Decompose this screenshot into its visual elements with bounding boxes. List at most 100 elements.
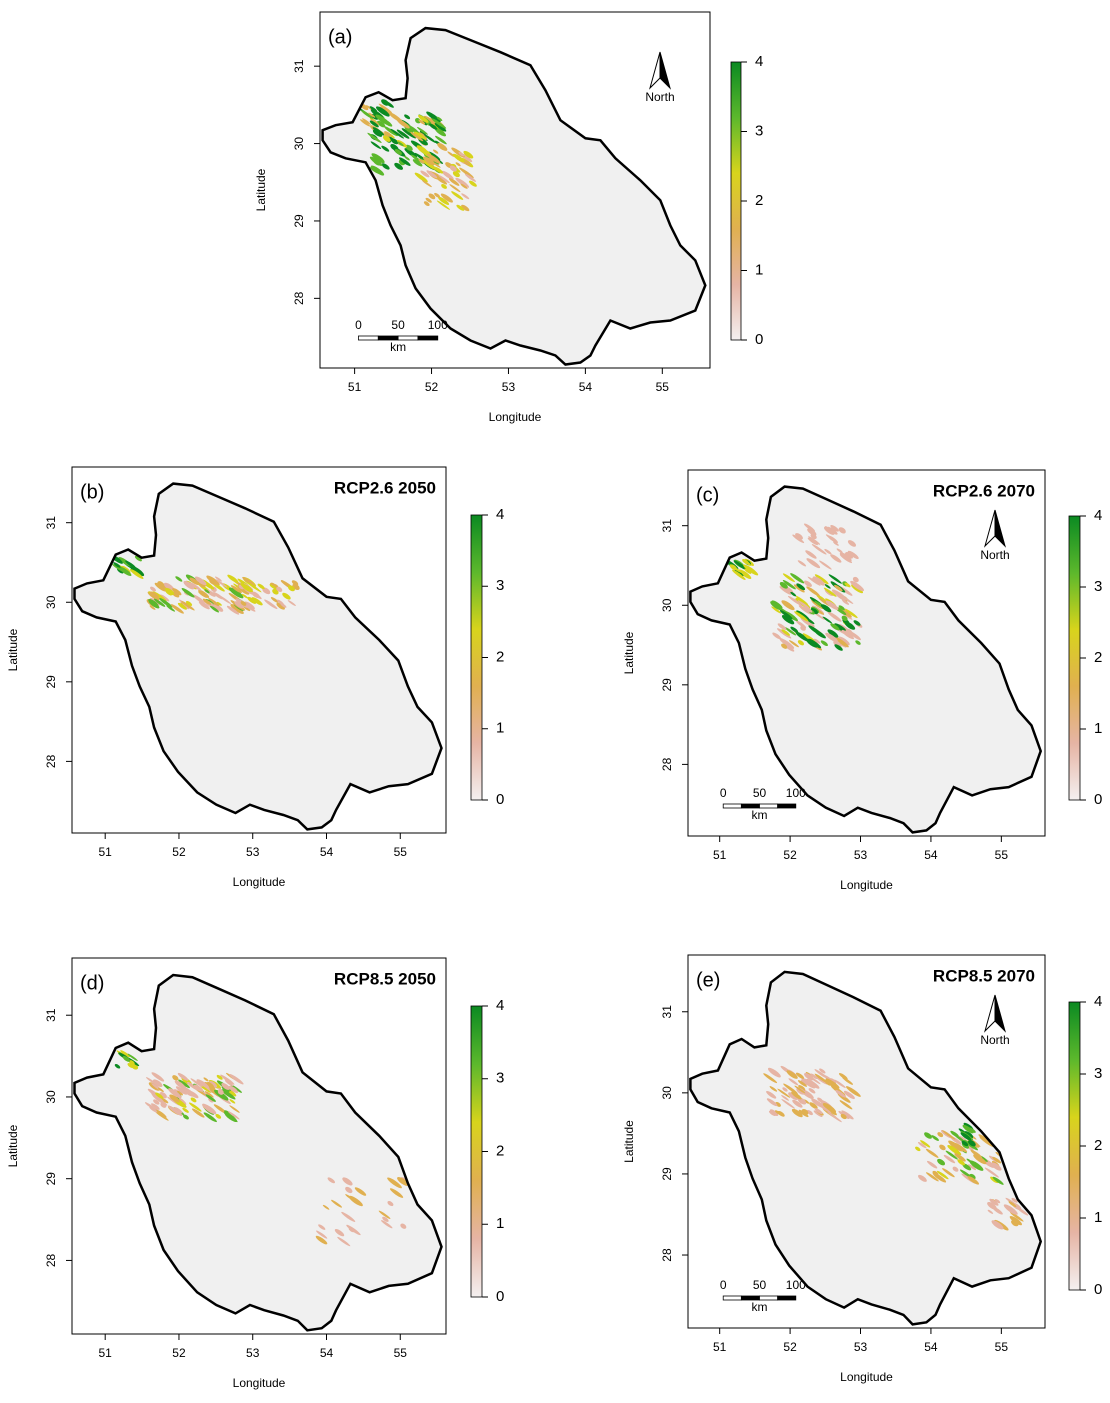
y-tick-label: 29 [44,675,58,689]
habitat-patch [230,585,242,594]
y-tick-label: 30 [44,1090,58,1104]
habitat-patch [423,115,438,127]
colorbar-tick-label: 1 [496,720,504,737]
habitat-patch [781,1099,796,1109]
habitat-patch [781,629,791,636]
habitat-patch [227,1111,240,1120]
habitat-patch [962,1124,974,1134]
habitat-patch [426,153,441,164]
colorbar-tick-label: 2 [1094,1137,1102,1154]
habitat-patch [984,1167,999,1178]
habitat-patch [819,560,832,570]
habitat-patch [733,560,749,571]
habitat-patch [461,204,470,212]
habitat-patch [150,586,156,592]
north-arrow-left [984,994,996,1033]
scale-bar-segment [722,803,742,809]
province-fill [74,975,442,1331]
habitat-patch [460,183,468,189]
habitat-patch [806,638,818,648]
habitat-patch [420,170,430,178]
habitat-patch [361,110,374,119]
habitat-patch [449,165,457,172]
habitat-patch [810,608,819,615]
habitat-patch [458,151,465,157]
panel-label: (e) [696,969,720,991]
colorbar [1068,1001,1081,1291]
habitat-patch [792,534,805,544]
habitat-patch [838,527,846,534]
habitat-patch [377,120,386,128]
habitat-patch [841,599,850,605]
habitat-patch [781,614,795,625]
scale-bar-label: 100 [786,1278,806,1292]
habitat-patch [794,1085,806,1094]
habitat-patch [937,1158,946,1166]
habitat-patch [814,1075,827,1085]
habitat-patch [830,623,840,631]
north-label: North [645,90,674,104]
habitat-patch [360,119,371,127]
habitat-patch [204,1081,216,1091]
province-fill [322,28,706,365]
habitat-patch [968,1164,977,1171]
habitat-patch [823,587,837,597]
habitat-patch [410,131,424,142]
habitat-patch [844,608,858,618]
habitat-patch [114,1064,121,1069]
habitat-patches [763,1065,1035,1231]
x-axis-label: Longitude [840,878,893,892]
y-tick-label: 29 [660,1167,674,1181]
habitat-patch [251,597,263,606]
y-tick-label: 30 [660,1086,674,1100]
colorbar-tick-label: 3 [1094,1065,1102,1082]
habitat-patch [127,1063,134,1069]
habitat-patch [130,566,145,577]
habitat-patch [782,1087,788,1092]
habitat-patch [461,193,470,200]
y-axis-label: Latitude [622,631,636,674]
habitat-patch [1008,1201,1017,1208]
habitat-patch [378,103,393,114]
habitat-patch [220,1074,235,1085]
habitat-patch [939,1144,946,1151]
habitat-patch [389,1188,404,1198]
province-fill [690,971,1041,1325]
habitat-patch [229,1074,244,1085]
north-label: North [980,548,1009,562]
habitat-patch [398,157,411,166]
habitat-patch [791,1108,803,1118]
x-tick-label: 54 [579,380,593,394]
x-tick-label: 53 [854,848,868,862]
y-axis-label: Latitude [6,1124,20,1167]
y-tick-label: 28 [44,754,58,768]
habitat-patch [825,632,838,643]
habitat-patch [792,1099,803,1108]
habitat-patch [215,579,228,588]
habitat-patch [208,1098,214,1103]
y-tick-label: 28 [660,757,674,771]
habitat-patch [744,568,752,574]
x-tick-label: 55 [995,848,1009,862]
habitat-patch [829,1078,837,1084]
habitat-patch [452,171,460,178]
habitat-patch [208,598,220,607]
habitat-patch [348,1195,363,1207]
habitat-patch [438,174,450,184]
x-axis-label: Longitude [233,1376,286,1390]
habitat-patch [793,584,805,593]
habitat-patch [824,1079,833,1086]
habitat-patch [149,591,160,600]
habitat-patch [426,111,441,123]
habitat-patch [371,153,385,164]
habitat-patch [828,574,842,584]
habitat-patch [421,180,432,188]
habitat-patch [177,602,187,610]
panel-title: RCP2.6 2070 [933,481,1035,500]
habitat-patch [224,1112,238,1123]
habitat-patch [805,617,815,625]
habitat-patch [835,1089,846,1098]
habitat-patch [822,616,833,624]
habitat-patch [381,1220,393,1229]
